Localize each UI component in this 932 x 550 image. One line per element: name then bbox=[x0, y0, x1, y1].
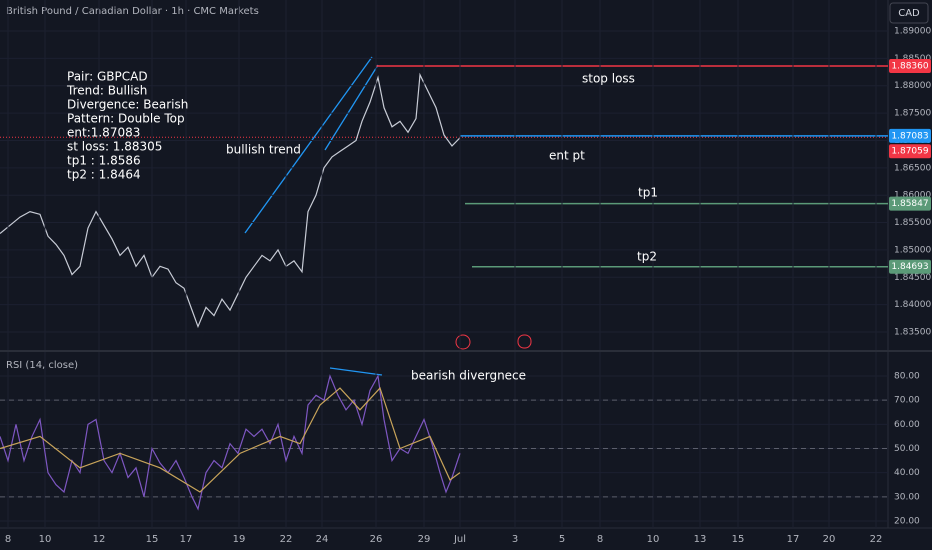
price-label-box bbox=[889, 128, 931, 143]
trend-line bbox=[244, 56, 373, 234]
y-tick-label: 60.00 bbox=[894, 420, 920, 430]
note-line: tp1 : 1.8586 bbox=[67, 154, 141, 168]
y-tick-label: 50.00 bbox=[894, 444, 920, 454]
y-tick-label: 70.00 bbox=[894, 396, 920, 406]
currency-label: CAD bbox=[898, 8, 920, 19]
symbol-title: British Pound / Canadian Dollar · 1h · C… bbox=[6, 6, 259, 17]
y-tick-label: 80.00 bbox=[894, 371, 920, 381]
note-line: ent:1.87083 bbox=[67, 126, 140, 140]
price-label: 1.84693 bbox=[891, 262, 928, 272]
x-tick-label: 8 bbox=[597, 534, 603, 545]
divergence-line bbox=[329, 367, 383, 376]
x-tick-label: 17 bbox=[787, 534, 800, 545]
series-line bbox=[0, 374, 461, 511]
y-tick-label: 1.86500 bbox=[894, 163, 931, 173]
x-tick-label: 8 bbox=[5, 534, 11, 545]
series-line bbox=[0, 386, 461, 493]
x-tick-label: 10 bbox=[39, 534, 52, 545]
y-tick-label: 1.84000 bbox=[894, 300, 931, 310]
level-annotation: tp1 bbox=[638, 186, 658, 200]
note-line: Trend: Bullish bbox=[66, 84, 147, 98]
note-line: tp2 : 1.8464 bbox=[67, 168, 141, 182]
x-tick-label: Jul bbox=[453, 534, 466, 545]
price-label: 1.85847 bbox=[891, 199, 928, 209]
price-label-box bbox=[889, 259, 931, 274]
level-annotation: stop loss bbox=[582, 72, 635, 86]
x-tick-label: 24 bbox=[316, 534, 329, 545]
y-tick-label: 1.84500 bbox=[894, 273, 931, 283]
x-tick-label: 29 bbox=[418, 534, 431, 545]
annotation: bullish trend bbox=[226, 143, 301, 157]
price-label-box bbox=[889, 196, 931, 211]
x-tick-label: 22 bbox=[280, 534, 293, 545]
price-label-box bbox=[889, 59, 931, 74]
note-line: Divergence: Bearish bbox=[67, 98, 188, 112]
x-tick-label: 5 bbox=[559, 534, 565, 545]
x-tick-label: 15 bbox=[732, 534, 745, 545]
x-tick-label: 17 bbox=[180, 534, 193, 545]
y-tick-label: 1.85000 bbox=[894, 245, 931, 255]
x-tick-label: 20 bbox=[823, 534, 836, 545]
y-tick-label: 1.88000 bbox=[894, 81, 931, 91]
series-line bbox=[0, 72, 461, 329]
y-tick-label: 20.00 bbox=[894, 516, 920, 526]
currency-button[interactable] bbox=[889, 2, 929, 24]
event-icon[interactable] bbox=[455, 334, 471, 350]
price-label: 1.87059 bbox=[891, 147, 928, 157]
note-line: Pair: GBPCAD bbox=[67, 70, 148, 84]
level-annotation: ent pt bbox=[549, 149, 585, 163]
y-tick-label: 40.00 bbox=[894, 468, 920, 478]
pane-title: RSI (14, close) bbox=[6, 360, 78, 371]
x-tick-label: 15 bbox=[146, 534, 159, 545]
y-tick-label: 1.83500 bbox=[894, 327, 931, 337]
x-tick-label: 12 bbox=[93, 534, 106, 545]
y-tick-label: 1.85500 bbox=[894, 218, 931, 228]
annotation: bearish divergnece bbox=[411, 369, 526, 383]
price-label: 1.87083 bbox=[891, 131, 928, 141]
x-tick-label: 13 bbox=[694, 534, 707, 545]
price-label-box bbox=[889, 144, 931, 159]
x-tick-label: 26 bbox=[370, 534, 383, 545]
note-line: st loss: 1.88305 bbox=[67, 140, 162, 154]
y-tick-label: 1.86000 bbox=[894, 191, 931, 201]
price-label: 1.88360 bbox=[891, 62, 928, 72]
x-tick-label: 19 bbox=[233, 534, 246, 545]
x-tick-label: 3 bbox=[512, 534, 518, 545]
x-tick-label: 22 bbox=[870, 534, 883, 545]
y-tick-label: 1.89000 bbox=[894, 27, 931, 37]
event-icon[interactable] bbox=[517, 334, 532, 349]
y-tick-label: 30.00 bbox=[894, 492, 920, 502]
level-annotation: tp2 bbox=[637, 250, 657, 264]
trend-line bbox=[324, 64, 379, 151]
y-tick-label: 1.88500 bbox=[894, 54, 931, 64]
y-tick-label: 1.87500 bbox=[894, 109, 931, 119]
x-tick-label: 10 bbox=[647, 534, 660, 545]
note-line: Pattern: Double Top bbox=[67, 112, 185, 126]
